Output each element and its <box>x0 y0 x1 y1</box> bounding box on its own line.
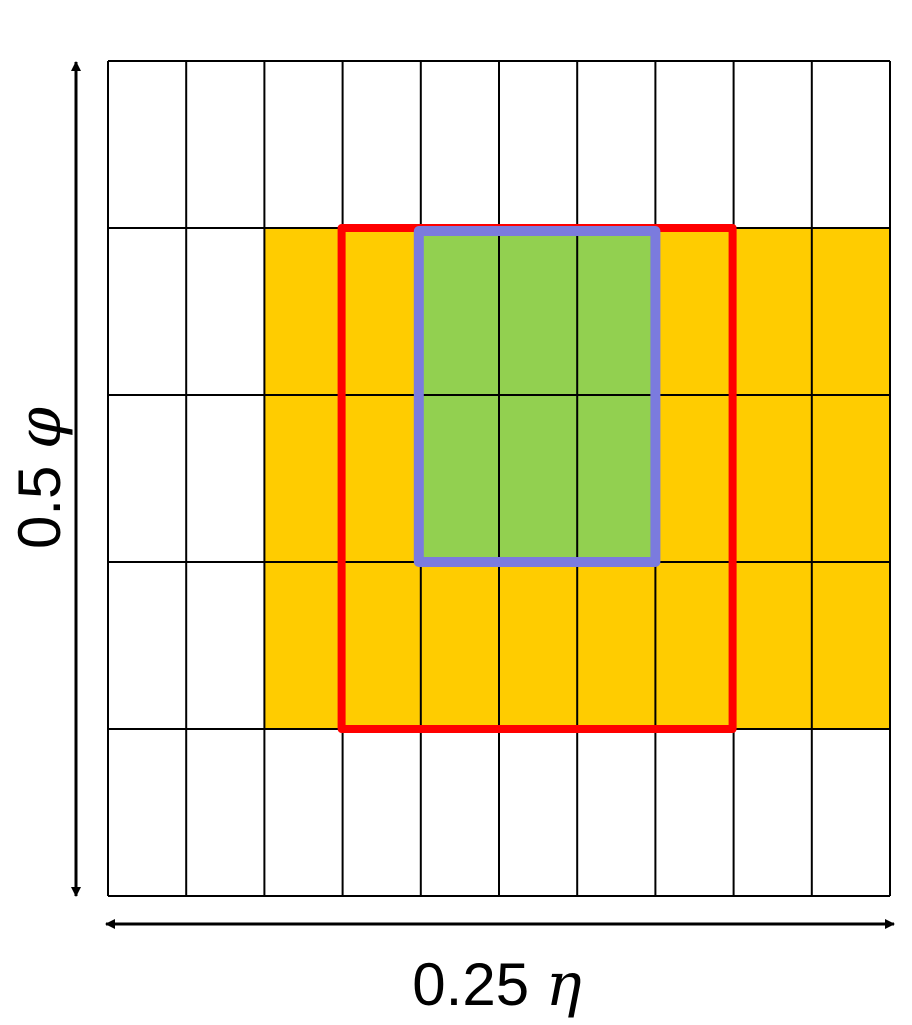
cell-yellow <box>655 228 734 395</box>
phi-axis-value: 0.5 <box>6 465 73 550</box>
cell-yellow <box>811 228 890 395</box>
cell-green <box>577 228 656 395</box>
cell-yellow <box>733 562 812 729</box>
cell-yellow <box>342 395 421 562</box>
cell-fills <box>264 228 890 729</box>
cluster-boxes <box>337 224 737 733</box>
cell-yellow <box>577 562 656 729</box>
eta-symbol: η <box>545 950 582 1020</box>
phi-axis-label: 0.5 φ <box>5 407 75 549</box>
cell-green <box>577 395 656 562</box>
cell-yellow <box>342 562 421 729</box>
cell-yellow <box>264 562 343 729</box>
cell-yellow <box>733 228 812 395</box>
cell-yellow <box>733 395 812 562</box>
phi-symbol: φ <box>5 406 75 449</box>
eta-axis-value: 0.25 <box>412 951 530 1018</box>
cell-yellow <box>499 562 578 729</box>
cell-yellow <box>264 228 343 395</box>
cell-green <box>420 395 499 562</box>
blue-cluster-box <box>413 226 661 567</box>
cell-yellow <box>420 562 499 729</box>
cell-yellow <box>811 562 890 729</box>
eta-axis-label: 0.25 η <box>412 955 581 1016</box>
cell-green <box>499 395 578 562</box>
cell-yellow <box>655 562 734 729</box>
cell-yellow <box>811 395 890 562</box>
cell-yellow <box>655 395 734 562</box>
cell-green <box>499 228 578 395</box>
cell-yellow <box>264 395 343 562</box>
axis-arrows <box>71 61 895 929</box>
cell-green <box>420 228 499 395</box>
cell-yellow <box>342 228 421 395</box>
